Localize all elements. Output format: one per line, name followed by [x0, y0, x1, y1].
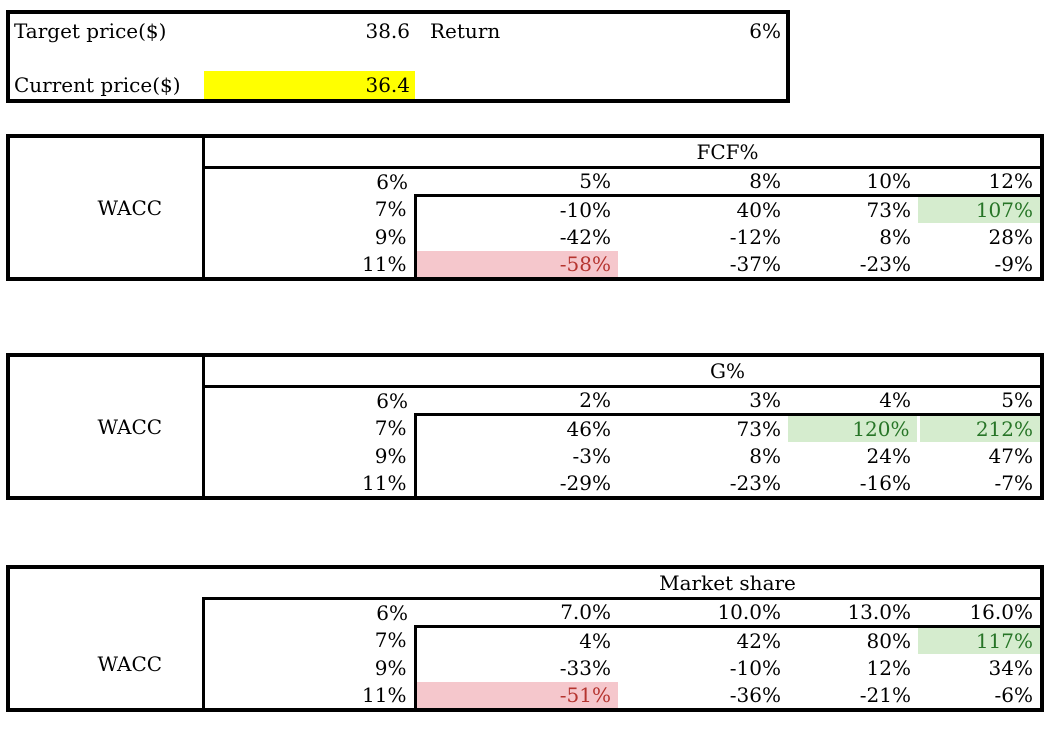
data-cell[interactable]: 12%	[866, 656, 911, 680]
row-input-cell[interactable]: 7%	[374, 197, 407, 221]
row-input-cell[interactable]: 11%	[362, 252, 407, 276]
data-cell[interactable]: -10%	[413, 195, 618, 223]
data-cell[interactable]: -9%	[994, 252, 1034, 276]
current-price-value-highlighted[interactable]: 36.4	[204, 71, 415, 99]
corner-rate-cell[interactable]: 6%	[376, 169, 408, 194]
sensitivity-table-fcf: WACC FCF% 6% 5% 8% 10% 12% 7% -10% 40% 7…	[6, 134, 1044, 281]
data-cell[interactable]: -23%	[859, 252, 911, 276]
data-cell[interactable]: -7%	[994, 471, 1034, 495]
return-label[interactable]: Return	[430, 18, 501, 43]
data-cell-highlight-green[interactable]: 117%	[918, 626, 1042, 654]
data-cell-highlight-green[interactable]: 107%	[918, 195, 1042, 223]
data-cell[interactable]: 24%	[866, 444, 911, 468]
row-axis-label-wacc[interactable]: WACC	[8, 136, 205, 279]
data-cell[interactable]: -23%	[729, 471, 781, 495]
column-input-cell[interactable]: 3%	[618, 386, 788, 416]
row-input-cell[interactable]: 9%	[374, 225, 407, 249]
data-cell[interactable]: -29%	[413, 470, 618, 498]
data-cell-highlight-green[interactable]: 120%	[788, 414, 918, 442]
column-axis-label-g[interactable]: G%	[415, 355, 1042, 388]
row-axis-label-wacc[interactable]: WACC	[8, 598, 205, 710]
data-cell[interactable]: -16%	[859, 471, 911, 495]
row-axis-label-wacc[interactable]: WACC	[8, 355, 205, 498]
column-input-cell[interactable]: 5%	[415, 167, 618, 197]
column-input-cell[interactable]: 10%	[788, 167, 918, 197]
corner-rate-cell[interactable]: 6%	[376, 388, 408, 413]
row-input-cell[interactable]: 11%	[362, 683, 407, 707]
data-cell[interactable]: 8%	[879, 225, 911, 249]
column-input-cell[interactable]: 4%	[788, 386, 918, 416]
header-spacer-cell[interactable]	[8, 567, 203, 598]
data-cell-highlight-red[interactable]: -51%	[413, 682, 618, 710]
row-input-cell[interactable]: 9%	[374, 444, 407, 468]
data-cell[interactable]: -6%	[994, 683, 1034, 707]
data-cell[interactable]: -12%	[729, 225, 781, 249]
data-cell[interactable]: -21%	[859, 683, 911, 707]
column-axis-label-fcf[interactable]: FCF%	[415, 136, 1042, 169]
data-cell[interactable]: 46%	[413, 414, 618, 442]
data-cell[interactable]: -10%	[729, 656, 781, 680]
data-cell[interactable]: 4%	[413, 626, 618, 654]
data-cell[interactable]: 34%	[988, 656, 1033, 680]
row-input-cell[interactable]: 7%	[374, 416, 407, 440]
data-cell[interactable]: -33%	[413, 654, 618, 682]
data-cell-highlight-green[interactable]: 212%	[916, 414, 1042, 442]
data-cell[interactable]: 40%	[736, 197, 781, 222]
return-value[interactable]: 6%	[749, 18, 781, 43]
column-input-cell[interactable]: 13.0%	[788, 598, 918, 628]
data-cell[interactable]: 80%	[866, 628, 911, 653]
sensitivity-table-g: WACC G% 6% 2% 3% 4% 5% 7% 46% 73% 120% 2…	[6, 353, 1044, 500]
current-price-label[interactable]: Current price($)	[14, 73, 181, 97]
header-spacer-cell[interactable]	[203, 136, 415, 169]
data-cell[interactable]: 47%	[988, 444, 1033, 468]
data-cell[interactable]: -37%	[729, 252, 781, 276]
row-input-cell[interactable]: 9%	[374, 656, 407, 680]
target-price-value[interactable]: 38.6	[365, 18, 410, 43]
column-input-cell[interactable]: 5%	[918, 386, 1042, 416]
data-cell[interactable]: -3%	[413, 442, 618, 470]
column-axis-label-market-share[interactable]: Market share	[415, 567, 1042, 600]
column-input-cell[interactable]: 12%	[918, 167, 1042, 197]
header-spacer-cell[interactable]	[203, 567, 415, 600]
corner-rate-cell[interactable]: 6%	[376, 600, 408, 625]
data-cell[interactable]: 28%	[988, 225, 1033, 249]
row-input-cell[interactable]: 11%	[362, 471, 407, 495]
data-cell[interactable]: 8%	[749, 444, 781, 468]
target-price-label[interactable]: Target price($)	[14, 18, 167, 43]
row-input-cell[interactable]: 7%	[374, 628, 407, 652]
column-input-cell[interactable]: 2%	[415, 386, 618, 416]
data-cell[interactable]: -42%	[413, 223, 618, 251]
column-input-cell[interactable]: 7.0%	[415, 598, 618, 628]
sensitivity-table-market-share: Market share WACC 6% 7.0% 10.0% 13.0% 16…	[6, 565, 1044, 712]
data-cell[interactable]: 73%	[866, 197, 911, 222]
summary-box: Target price($) 38.6 Return 6% Current p…	[6, 10, 790, 103]
data-cell[interactable]: 42%	[736, 628, 781, 653]
column-input-cell[interactable]: 8%	[618, 167, 788, 197]
data-cell-highlight-red[interactable]: -58%	[413, 251, 618, 279]
column-input-cell[interactable]: 16.0%	[918, 598, 1042, 628]
data-cell[interactable]: -36%	[729, 683, 781, 707]
data-cell[interactable]: 73%	[736, 416, 781, 441]
header-spacer-cell[interactable]	[203, 355, 415, 388]
column-input-cell[interactable]: 10.0%	[618, 598, 788, 628]
